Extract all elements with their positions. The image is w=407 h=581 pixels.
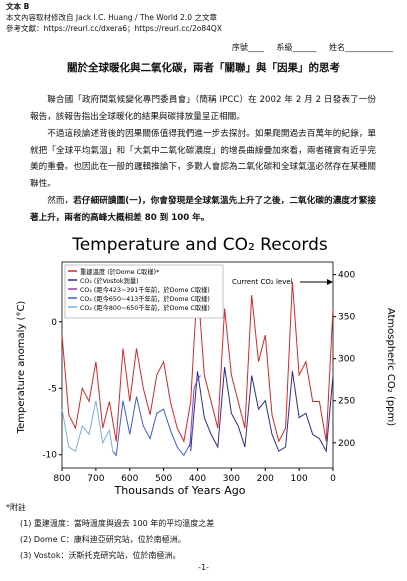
header-references: 參考文獻：https://reurl.cc/dxera6；https://reu…	[6, 24, 222, 33]
x-tick-label: 0	[330, 474, 336, 484]
y2-tick-label: 400	[338, 271, 355, 281]
chart-title: Temperature and CO₂ Records	[71, 235, 328, 255]
annotation-arrowhead	[327, 279, 333, 285]
y2-tick-label: 200	[338, 439, 355, 449]
note: (2) Dome C：康科迪亞研究站，位於南極洲。	[20, 535, 186, 544]
x-tick-label: 400	[189, 474, 206, 484]
legend-label: CO₂ (距今800~650千年前，於Dome C取樣)	[80, 303, 210, 312]
series-line	[61, 400, 114, 452]
x-axis-label: Thousands of Years Ago	[114, 484, 246, 497]
form-name: 姓名____________	[329, 43, 393, 52]
x-tick-label: 300	[223, 474, 240, 484]
y-tick-label: 0	[51, 318, 57, 328]
x-tick-label: 200	[257, 474, 274, 484]
series-line	[190, 367, 334, 453]
y-tick-label: -5	[48, 384, 57, 394]
legend-box	[64, 264, 224, 319]
note: (1) 重建溫度：當時溫度與過去 100 年的平均溫度之差	[20, 519, 215, 528]
legend-label: CO₂ (於Vostok測量)	[80, 276, 139, 285]
form: 序號____ 系級______ 姓名____________	[222, 42, 393, 53]
paragraph: 聯合國「政府間氣候變化專門委員會」（簡稱 IPCC）在 2002 年 2 月 2…	[30, 95, 376, 122]
paragraph-lead: 然而，	[47, 196, 74, 206]
series-line	[112, 396, 194, 457]
form-serial: 序號____	[231, 43, 264, 52]
legend-label: CO₂ (距今650~413千年前，於Dome C取樣)	[80, 294, 210, 303]
y2-tick-label: 350	[338, 313, 355, 323]
y-tick-label: -10	[42, 451, 57, 461]
annotation: Current CO₂ level	[232, 278, 293, 286]
paragraph: 不過這段論述背後的因果關係值得我們進一步去探討。如果爬開過去百萬年的紀錄，單就把…	[30, 129, 376, 189]
chart: Temperature and CO₂ Records Thousands of…	[16, 235, 396, 497]
series-line	[189, 375, 201, 448]
y2-axis-label: Atmospheric CO₂ (ppm)	[385, 308, 396, 426]
x-tick-label: 700	[87, 474, 104, 484]
header-source: 本文內容取材修改自 Jack I.C. Huang / The World 2.…	[6, 13, 217, 22]
page-number: -1-	[198, 563, 209, 572]
paragraph-emphasis: 若仔細研讀圖(一)，你會發現是全球氣溫先上升了之後，二氧化碳的濃度才緊接著上升，…	[30, 196, 376, 223]
document-title: 關於全球暖化與二氧化碳，兩者「關聯」與「因果」的思考	[67, 62, 340, 74]
form-department: 系級______	[276, 43, 317, 52]
x-tick-label: 100	[291, 474, 308, 484]
y2-tick-label: 250	[338, 397, 355, 407]
legend-label: CO₂ (距今423~391千年前，於Dome C取樣)	[80, 285, 210, 294]
y2-tick-label: 300	[338, 355, 355, 365]
x-tick-label: 800	[53, 474, 70, 484]
legend-label: 重建溫度 (於Dome C取樣)*	[80, 267, 159, 276]
notes: *附註 (1) 重建溫度：當時溫度與過去 100 年的平均溫度之差 (2) Do…	[6, 500, 214, 564]
x-tick-label: 600	[121, 474, 138, 484]
y-axis-label: Temperature anomaly (°C)	[16, 301, 27, 435]
note: (3) Vostok：沃斯托克研究站，位於南極洲。	[20, 551, 181, 560]
paragraph: 然而，若仔細研讀圖(一)，你會發現是全球氣溫先上升了之後，二氧化碳的濃度才緊接著…	[30, 193, 376, 226]
x-tick-label: 500	[155, 474, 172, 484]
header-label: 文本 B	[6, 2, 30, 11]
notes-heading: *附註	[6, 503, 26, 512]
